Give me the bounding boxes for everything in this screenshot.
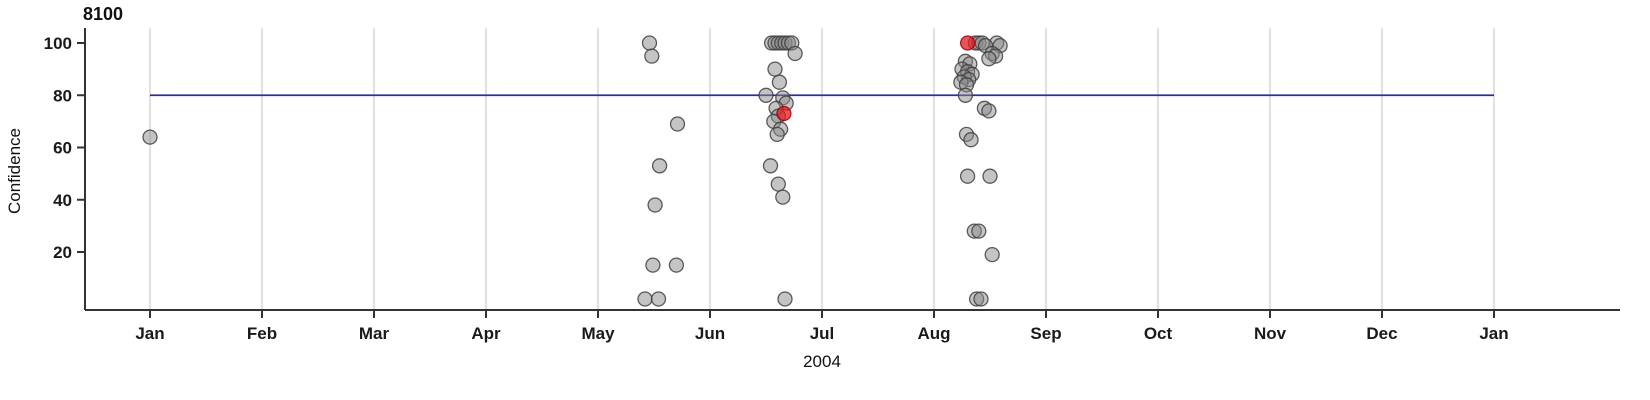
observation-point	[644, 48, 660, 64]
observation-point	[770, 176, 786, 192]
observation-point	[971, 223, 987, 239]
observation-point	[959, 168, 976, 184]
x-tick-label-may-4: May	[581, 324, 615, 343]
x-tick-label-jul-6: Jul	[810, 324, 835, 343]
observation-point	[957, 87, 974, 103]
x-tick-label-aug-7: Aug	[917, 324, 950, 343]
observation-point	[645, 257, 661, 273]
observation-point	[775, 189, 791, 205]
observation-point	[637, 291, 653, 307]
observation-point	[973, 291, 989, 307]
x-tick-label-sep-8: Sep	[1030, 324, 1061, 343]
x-tick-label-jan-0: Jan	[135, 324, 164, 343]
x-tick-label-nov-10: Nov	[1254, 324, 1287, 343]
observation-point	[641, 35, 658, 51]
y-tick-label-60: 60	[53, 139, 72, 158]
observation-point	[142, 129, 158, 145]
y-tick-label-20: 20	[53, 243, 72, 262]
observation-point	[767, 61, 783, 77]
observation-point	[981, 51, 997, 67]
y-tick-label-40: 40	[53, 191, 72, 210]
x-tick-label-apr-3: Apr	[471, 324, 501, 343]
observation-point	[982, 168, 998, 184]
observation-point	[771, 74, 788, 90]
y-tick-label-100: 100	[44, 34, 72, 53]
observation-point	[647, 197, 663, 213]
observation-point	[787, 45, 803, 62]
observation-point	[762, 158, 779, 174]
observation-point	[769, 126, 785, 143]
chart-title: 8100	[83, 4, 124, 24]
observation-point	[777, 291, 793, 307]
x-tick-label-jan-12: Jan	[1479, 324, 1508, 343]
x-axis-title: 2004	[803, 352, 841, 371]
observation-point	[669, 116, 686, 132]
x-tick-label-feb-1: Feb	[247, 324, 277, 343]
x-tick-label-jun-5: Jun	[695, 324, 725, 343]
observation-point	[981, 103, 997, 119]
observation-point	[651, 158, 668, 174]
x-tick-label-dec-11: Dec	[1366, 324, 1397, 343]
y-tick-label-80: 80	[53, 86, 72, 105]
highlighted-observation-point	[776, 105, 792, 122]
observation-point	[650, 291, 667, 307]
highlighted-observation-point	[959, 35, 976, 51]
observation-point	[963, 132, 979, 148]
observation-point	[984, 246, 1000, 263]
y-axis-title: Confidence	[5, 128, 24, 215]
x-tick-label-mar-2: Mar	[359, 324, 390, 343]
observation-point	[758, 87, 774, 103]
observation-point	[668, 257, 685, 273]
x-tick-label-oct-9: Oct	[1144, 324, 1173, 343]
